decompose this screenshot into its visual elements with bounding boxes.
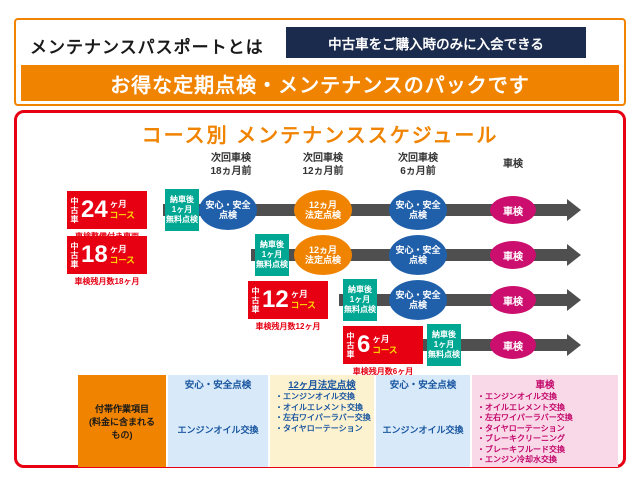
course-box-6m: 中古車 6 ヶ月 コース <box>343 326 423 364</box>
safety-check-1-24m: 安心・安全 点検 <box>199 190 257 230</box>
legal-check-24m: 12ヵ月 法定点検 <box>294 190 352 230</box>
course-note-18m: 車検残月数18ヶ月 <box>74 277 140 286</box>
col-header: 12ヶ月法定点検 <box>288 380 356 391</box>
delivery-check-12m: 納車後 1ヶ月 無料点検 <box>343 279 377 321</box>
delivery-check-6m: 納車後 1ヶ月 無料点検 <box>427 324 461 366</box>
column-header-12m: 次回車検 12ヵ月前 <box>302 153 344 177</box>
course-box-24m: 中古車 24 ヶ月 コース <box>67 191 147 229</box>
used-car-label: 中古車 <box>70 241 79 269</box>
month-unit-label: ヶ月 <box>372 333 390 344</box>
shaken-12m: 車検 <box>490 286 536 314</box>
month-unit-label: ヶ月 <box>109 198 127 209</box>
schedule-title: コース別 メンテナンススケジュール <box>141 125 499 147</box>
month-unit-label: ヶ月 <box>109 243 127 254</box>
course-months: 12 <box>262 286 289 313</box>
table-col-safety-check-2: 安心・安全点検 エンジンオイル交換 <box>376 375 470 467</box>
shaken-6m: 車検 <box>490 331 536 359</box>
delivery-check-24m: 納車後 1ヶ月 無料点検 <box>165 189 199 231</box>
course-note-12m: 車検残月数12ヶ月 <box>255 322 321 331</box>
table-row-header-cell: 付帯作業項目 (料金に含まれる もの) <box>78 375 166 467</box>
col-items: エンジンオイル交換 <box>382 424 464 435</box>
col-items: ・エンジンオイル交換 ・オイルエレメント交換 ・左右ワイパーラバー交換 ・タイヤ… <box>275 392 371 433</box>
header-section: メンテナンスパスポートとは 中古車をご購入時のみに入会できる お得な定期点検・メ… <box>14 18 626 106</box>
table-col-safety-check-1: 安心・安全点検 エンジンオイル交換 <box>168 375 268 467</box>
page-title: メンテナンスパスポートとは <box>30 38 264 57</box>
membership-condition-badge: 中古車をご購入時のみに入会できる <box>286 27 586 58</box>
used-car-label: 中古車 <box>70 196 79 224</box>
course-unit: ヶ月 コース <box>372 334 397 356</box>
course-word-label: コース <box>372 345 398 355</box>
col-items: エンジンオイル交換 <box>177 424 259 435</box>
course-box-12m: 中古車 12 ヶ月 コース <box>248 281 328 319</box>
course-word-label: コース <box>109 255 135 265</box>
schedule-section: コース別 メンテナンススケジュール 次回車検 18ヵ月前 次回車検 12ヵ月前 … <box>14 110 626 468</box>
delivery-check-18m: 納車後 1ヶ月 無料点検 <box>255 234 289 276</box>
course-word-label: コース <box>109 210 135 220</box>
course-unit: ヶ月 コース <box>291 289 316 311</box>
course-note-6m: 車検残月数6ヶ月 <box>352 367 414 376</box>
used-car-label: 中古車 <box>251 286 260 314</box>
course-months: 18 <box>81 241 108 268</box>
used-car-label: 中古車 <box>346 331 355 359</box>
table-col-legal-check: 12ヶ月法定点検 ・エンジンオイル交換 ・オイルエレメント交換 ・左右ワイパーラ… <box>270 375 374 467</box>
course-box-18m: 中古車 18 ヶ月 コース <box>67 236 147 274</box>
column-header-6m: 次回車検 6ヵ月前 <box>398 153 438 177</box>
table-col-shaken: 車検 ・エンジンオイル交換 ・オイルエレメント交換 ・左右ワイパーラバー交換 ・… <box>472 375 618 467</box>
course-unit: ヶ月 コース <box>110 199 135 221</box>
course-months: 6 <box>357 331 371 358</box>
legal-check-18m: 12ヵ月 法定点検 <box>294 235 352 275</box>
course-unit: ヶ月 コース <box>110 244 135 266</box>
month-unit-label: ヶ月 <box>290 288 308 299</box>
safety-check-2-24m: 安心・安全 点検 <box>389 190 447 230</box>
shaken-18m: 車検 <box>490 241 536 269</box>
safety-check-18m: 安心・安全 点検 <box>389 235 447 275</box>
column-header-shaken: 車検 <box>503 159 523 170</box>
row-header-text: 付帯作業項目 (料金に含まれる もの) <box>89 403 155 440</box>
timeline-arrow-24m <box>163 199 581 221</box>
course-months: 24 <box>81 196 108 223</box>
col-header: 車検 <box>535 380 555 391</box>
col-header: 安心・安全点検 <box>184 380 252 391</box>
included-work-table: 付帯作業項目 (料金に含まれる もの) 安心・安全点検 エンジンオイル交換 12… <box>78 375 618 467</box>
col-items: ・エンジンオイル交換 ・オイルエレメント交換 ・左右ワイパーラバー交換 ・タイヤ… <box>477 392 573 465</box>
column-header-18m: 次回車検 18ヵ月前 <box>210 153 252 177</box>
course-word-label: コース <box>290 300 316 310</box>
safety-check-12m: 安心・安全 点検 <box>389 280 447 320</box>
promo-banner: お得な定期点検・メンテナンスのパックです <box>21 65 619 101</box>
shaken-24m: 車検 <box>490 196 536 224</box>
col-header: 安心・安全点検 <box>389 380 457 391</box>
